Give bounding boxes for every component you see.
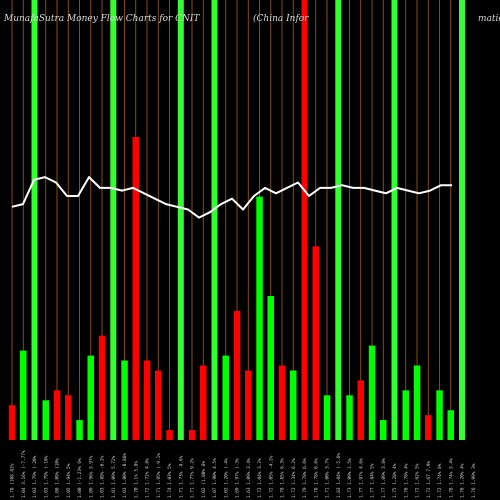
x-tick-label: 1.04 3.16% (-7.77% (21, 450, 27, 498)
x-tick-labels: 1.78 (108.82% 1.04 3.16% (-7.77% 1.03 1.79… (10, 450, 477, 498)
x-tick-label: 1.03 1.00% -0.86% (122, 453, 128, 498)
full-height-bar (177, 0, 184, 440)
full-height-bar (31, 0, 38, 440)
x-tick-label: 1.07 1.90% 4.5% (212, 458, 218, 498)
x-tick-label: 1.83 1.04% (-5.6% (336, 453, 342, 498)
volume-bar (256, 196, 263, 440)
x-tick-label: 1.73 1.09% 1.5% (347, 458, 353, 498)
volume-bar (132, 137, 139, 440)
full-height-bar (391, 0, 398, 440)
volume-bar (8, 405, 16, 440)
volume-bar (200, 365, 207, 440)
volume-bar (155, 370, 162, 440)
volume-bar (357, 380, 364, 440)
full-height-bar (301, 0, 308, 440)
x-tick-label: 1.77 1.84% 5% (370, 463, 376, 498)
x-tick-label: 1.78 1.74% 5.4% (448, 458, 454, 498)
x-tick-label: 1.05 1.94% 5% (66, 463, 72, 498)
x-tick-label: 1.70 1.1% 5.8% (133, 461, 139, 498)
x-tick-label: 1.77 1.09% 3.8% (381, 458, 387, 498)
x-tick-label: 1.76 1.78% 4% (403, 463, 409, 498)
volume-bar (278, 365, 286, 440)
x-tick-label: 1.02 1.20% (-4% (223, 458, 229, 498)
volume-bar (20, 350, 27, 440)
volume-bar (380, 420, 387, 440)
full-height-bar (335, 0, 342, 440)
volume-bar (413, 365, 421, 440)
volume-bar (87, 355, 94, 440)
volume-bar (346, 395, 353, 440)
x-tick-label: 1.09 1.96% 5.97% (88, 455, 94, 498)
x-tick-label: 1.72 1.62% 5% (415, 463, 421, 498)
x-tick-label: 1.72 1.04% 3.2% (257, 458, 263, 498)
volume-bar (188, 430, 196, 440)
volume-bar (312, 246, 319, 440)
x-tick-label: 1.03 1.79% (-20% (32, 455, 38, 498)
volume-bar (76, 420, 83, 440)
x-tick-label: 1.72 1.67 7.9% (426, 461, 432, 498)
x-tick-label: 1.71 1.00% 3.7% (325, 458, 331, 498)
x-tick-label: 1.78 1.78% 6.6% (313, 458, 319, 498)
x-tick-label: 1.74 1.03% 5% (167, 463, 173, 498)
x-tick-label: 1.77 1.97% 4.6% (358, 458, 364, 498)
volume-bar (245, 370, 252, 440)
chart-title-company-end: mation (478, 14, 500, 24)
money-flow-line-group (11, 176, 452, 219)
chart-title-company: (China Infor (253, 13, 309, 24)
x-tick-label: 1.63 1.09% 3.4% (246, 458, 252, 498)
volume-bar (425, 415, 432, 440)
volume-bar (121, 360, 128, 440)
x-tick-label: 1.76 1.20% 4% (460, 463, 466, 498)
volume-bar (290, 370, 297, 440)
volume-bar (368, 345, 376, 440)
full-height-bar (110, 0, 117, 440)
x-tick-label: 1.00 (-1.23% 6% (77, 458, 83, 498)
x-tick-label: 1.72 1.74% 8% (437, 463, 443, 498)
volume-bar (233, 310, 241, 440)
volume-bars (8, 0, 465, 440)
x-tick-label: 1.76 1.99% 3% (471, 463, 477, 498)
chart-title: MunafaSutra Money Flow Charts for CNIT (3, 14, 200, 24)
x-tick-label: 1.72 1.72% 4.8% (145, 458, 151, 498)
volume-bar (323, 395, 331, 440)
volume-bar (436, 390, 443, 440)
volume-bar (222, 355, 229, 440)
volume-bar (447, 410, 454, 440)
volume-bar (402, 390, 409, 440)
volume-bar (98, 335, 106, 440)
volume-bar (65, 395, 72, 440)
x-tick-label: 1.01 1.09% 5.72% (111, 455, 117, 498)
x-tick-label: 1.71 1.95% (-9.1% (156, 453, 162, 498)
volume-bar (53, 390, 61, 440)
x-tick-label: 1.75 1.28% 4% (392, 463, 398, 498)
x-tick-label: 1.08 1.09% (10% (55, 458, 61, 498)
volume-bar (267, 296, 274, 440)
x-tick-label: 1.79 1.78% 6.6% (302, 458, 308, 498)
full-height-bar (211, 0, 218, 440)
x-tick-label: 1.03 1.88% -6.2% (100, 455, 106, 498)
x-tick-label: 1.72 1.34% 6.2% (291, 458, 297, 498)
money-flow-line (11, 176, 452, 219)
x-tick-label: 1.78 1.85% 6.3% (280, 458, 286, 498)
x-tick-label: 1.69 1.97% (-3% (235, 458, 241, 498)
x-tick-label: 1.72 1.05% -4.2% (268, 455, 274, 498)
x-tick-label: 1.71 1.77% 9.2% (190, 458, 196, 498)
x-tick-label: 1.02 (1.00% 8% (201, 461, 207, 498)
x-tick-label: 1.71 1.73% -8.6% (178, 455, 184, 498)
full-height-bar (459, 0, 465, 440)
x-tick-label: 1.03 1.79% (-10% (43, 455, 49, 498)
x-tick-label: 1.78 (108.82% (10, 463, 16, 498)
volume-bar (143, 360, 151, 440)
volume-bar (166, 430, 173, 440)
volume-bar (42, 400, 49, 440)
